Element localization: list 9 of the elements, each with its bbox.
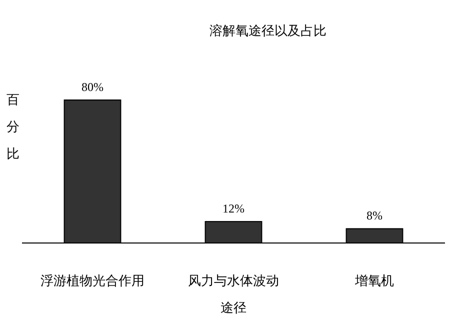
x-tick-label: 增氧机	[354, 273, 394, 288]
x-tick-label: 风力与水体波动	[188, 273, 279, 288]
data-label: 80%	[82, 80, 104, 94]
x-axis-title: 途径	[220, 300, 246, 315]
data-label: 12%	[222, 202, 244, 216]
x-tick-label: 浮游植物光合作用	[40, 273, 144, 288]
chart-title: 溶解氧途径以及占比	[210, 23, 326, 38]
y-axis-title: 百分比	[6, 92, 20, 161]
data-label: 8%	[366, 208, 382, 223]
